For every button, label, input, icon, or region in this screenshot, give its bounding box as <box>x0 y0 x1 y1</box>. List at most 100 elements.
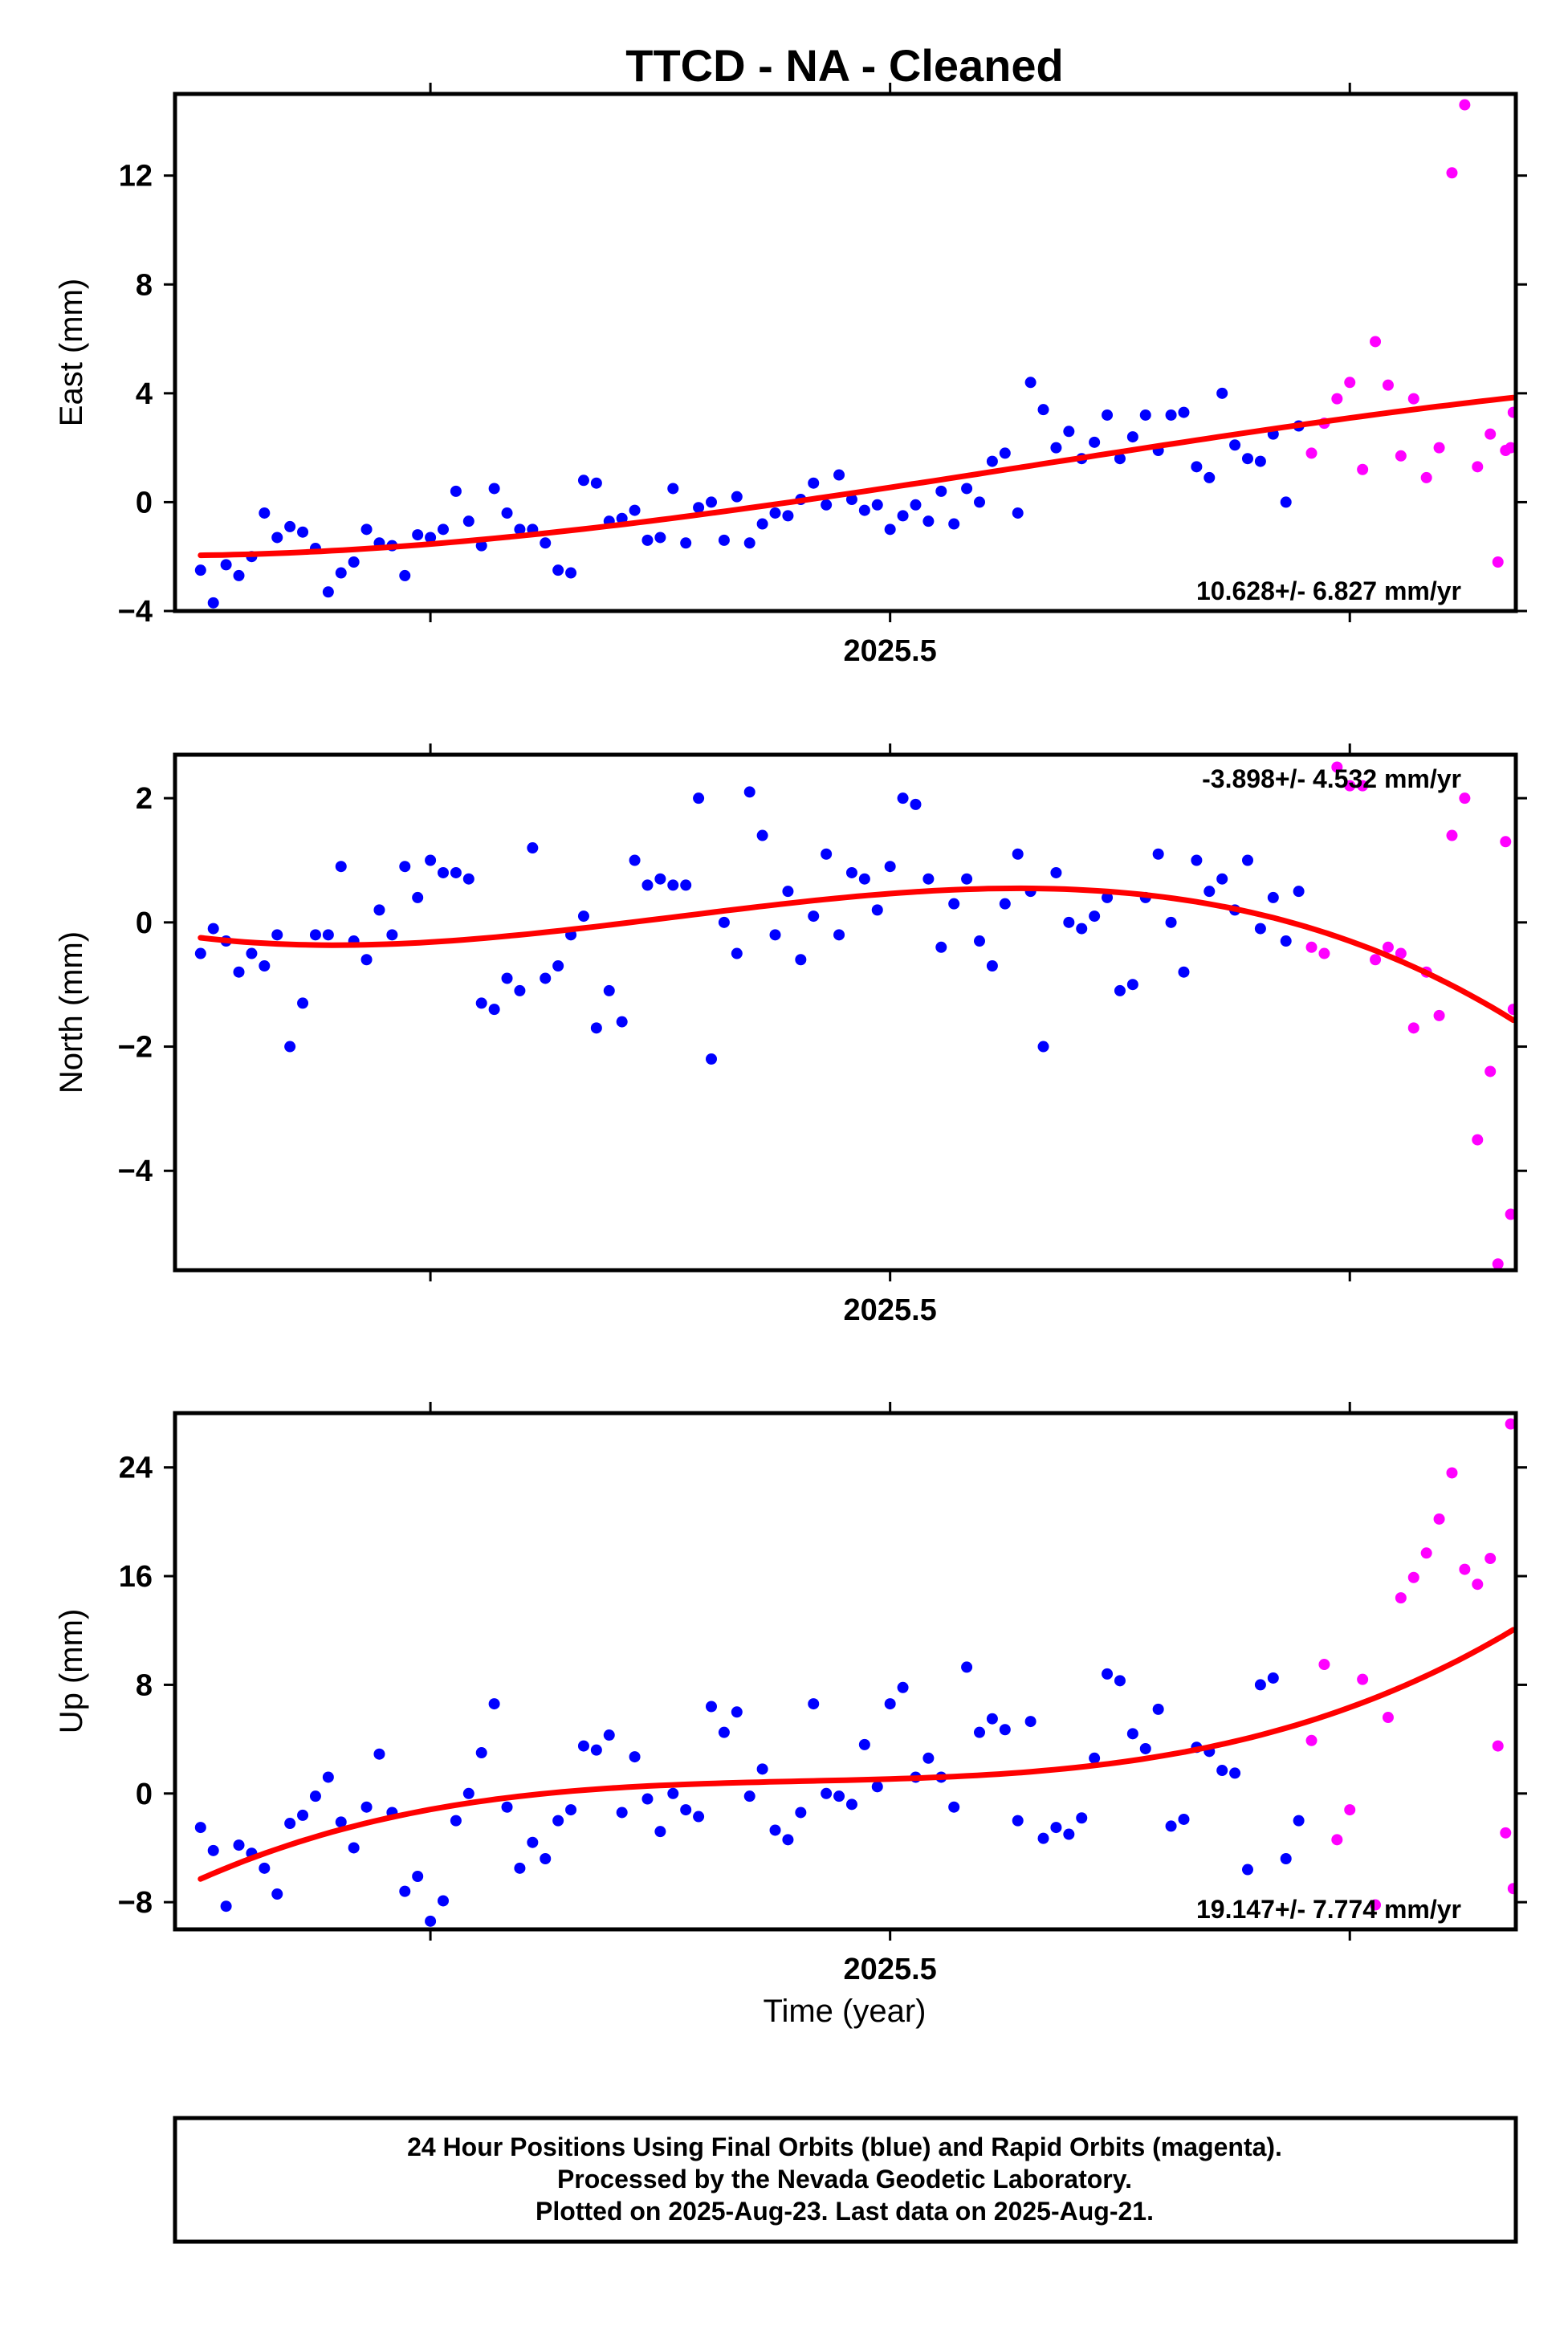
final-orbit-point <box>1229 1767 1241 1779</box>
footer-line-2: Processed by the Nevada Geodetic Laborat… <box>557 2165 1132 2194</box>
rapid-orbit-point <box>1446 829 1458 841</box>
rapid-orbit-point <box>1407 1022 1419 1034</box>
final-orbit-point <box>795 1807 807 1819</box>
final-orbit-point <box>782 1834 794 1846</box>
east-panel: −4 0 4 8 12 2025.5 East (mm) 10.628+/- 6.827 mm… <box>54 83 1527 668</box>
final-orbit-point <box>1293 1815 1305 1827</box>
rapid-orbit-point <box>1505 1418 1516 1430</box>
final-orbit-point <box>1076 1812 1088 1824</box>
final-orbit-point <box>884 861 896 873</box>
final-orbit-point <box>961 873 973 885</box>
final-orbit-point <box>871 904 883 916</box>
final-orbit-point <box>1280 1853 1292 1865</box>
plot-area <box>194 99 1516 609</box>
final-orbit-point <box>1242 1864 1253 1876</box>
y-tick-label: −8 <box>118 1886 153 1920</box>
final-orbit-point <box>552 959 564 972</box>
final-orbit-point <box>207 597 219 609</box>
final-orbit-point <box>1037 404 1049 416</box>
rapid-orbit-point <box>1492 1740 1504 1752</box>
final-orbit-point <box>1126 979 1138 991</box>
x-tick-label: 2025.5 <box>844 634 937 668</box>
final-orbit-point <box>475 997 487 1009</box>
final-orbit-point <box>1203 471 1216 483</box>
final-orbit-point <box>399 861 411 873</box>
final-orbit-point <box>1178 406 1190 418</box>
final-orbit-point <box>271 929 283 941</box>
final-orbit-point <box>577 475 589 487</box>
final-orbit-point <box>833 1790 845 1802</box>
final-orbit-point <box>207 1844 219 1856</box>
rapid-orbit-point <box>1472 461 1484 473</box>
final-orbit-point <box>462 515 474 528</box>
final-orbit-point <box>999 1724 1011 1736</box>
final-orbit-point <box>194 1822 206 1834</box>
final-orbit-point <box>233 1839 245 1851</box>
rapid-orbit-point <box>1485 428 1497 440</box>
final-orbit-point <box>974 1726 985 1738</box>
final-orbit-point <box>986 1713 998 1725</box>
final-orbit-point <box>233 569 245 581</box>
final-orbit-point <box>629 504 641 516</box>
rapid-orbit-point <box>1395 450 1407 462</box>
rapid-orbit-point <box>1459 99 1471 111</box>
final-orbit-point <box>220 559 232 571</box>
final-orbit-point <box>808 1698 820 1710</box>
final-orbit-point <box>1063 916 1075 928</box>
final-orbit-point <box>680 1804 692 1816</box>
final-orbit-point <box>309 1790 321 1802</box>
final-orbit-point <box>488 1698 500 1710</box>
final-orbit-point <box>259 1862 271 1874</box>
final-orbit-point <box>718 916 730 928</box>
rapid-orbit-point <box>1433 1513 1445 1525</box>
rapid-orbit-point <box>1331 393 1343 405</box>
final-orbit-point <box>961 1661 973 1673</box>
y-axis-label: North (mm) <box>54 931 89 1094</box>
north-panel: −4 −2 0 2 2025.5 North (mm) -3.898+/- 4.532 mm… <box>54 743 1527 1327</box>
chart-title: TTCD - NA - Cleaned <box>625 40 1063 91</box>
final-orbit-point <box>654 873 666 885</box>
y-axis-label: East (mm) <box>54 279 89 426</box>
rapid-orbit-point <box>1446 167 1458 179</box>
final-orbit-point <box>284 1041 296 1053</box>
final-orbit-point <box>194 564 206 576</box>
final-orbit-point <box>501 1801 513 1813</box>
final-orbit-point <box>1012 507 1024 519</box>
y-tick-label: 0 <box>136 906 153 940</box>
final-orbit-point <box>948 898 960 910</box>
final-orbit-point <box>616 1016 628 1028</box>
final-orbit-point <box>348 1842 360 1854</box>
y-tick-label: 8 <box>136 268 153 302</box>
plot-area <box>194 761 1516 1270</box>
final-orbit-point <box>1216 387 1228 399</box>
final-orbit-point <box>731 1706 743 1718</box>
final-orbit-point <box>641 1793 654 1805</box>
final-orbit-point <box>1293 886 1305 898</box>
rapid-orbit-point <box>1395 1592 1407 1604</box>
final-orbit-point <box>1012 848 1024 860</box>
final-orbit-point <box>1165 1820 1177 1832</box>
final-orbit-point <box>194 947 206 959</box>
final-orbit-point <box>845 494 857 506</box>
final-orbit-point <box>1216 873 1228 885</box>
final-orbit-point <box>948 518 960 530</box>
final-orbit-point <box>1216 1765 1228 1777</box>
final-orbit-point <box>1242 854 1253 866</box>
final-orbit-point <box>986 959 998 972</box>
final-orbit-point <box>462 1787 474 1799</box>
final-orbit-point <box>1076 923 1088 935</box>
final-orbit-point <box>501 972 513 984</box>
velocity-annotation: 19.147+/- 7.774 mm/yr <box>1196 1895 1461 1924</box>
final-orbit-point <box>1165 409 1177 421</box>
final-orbit-point <box>922 1752 935 1764</box>
rapid-orbit-point <box>1357 780 1369 792</box>
rapid-orbit-point <box>1305 447 1318 459</box>
final-orbit-point <box>616 1807 628 1819</box>
final-orbit-point <box>590 1022 602 1034</box>
final-orbit-point <box>488 1004 500 1016</box>
final-orbit-point <box>603 984 615 996</box>
final-orbit-point <box>1152 1703 1164 1715</box>
final-orbit-point <box>1280 496 1292 508</box>
rapid-orbit-point <box>1485 1553 1497 1565</box>
